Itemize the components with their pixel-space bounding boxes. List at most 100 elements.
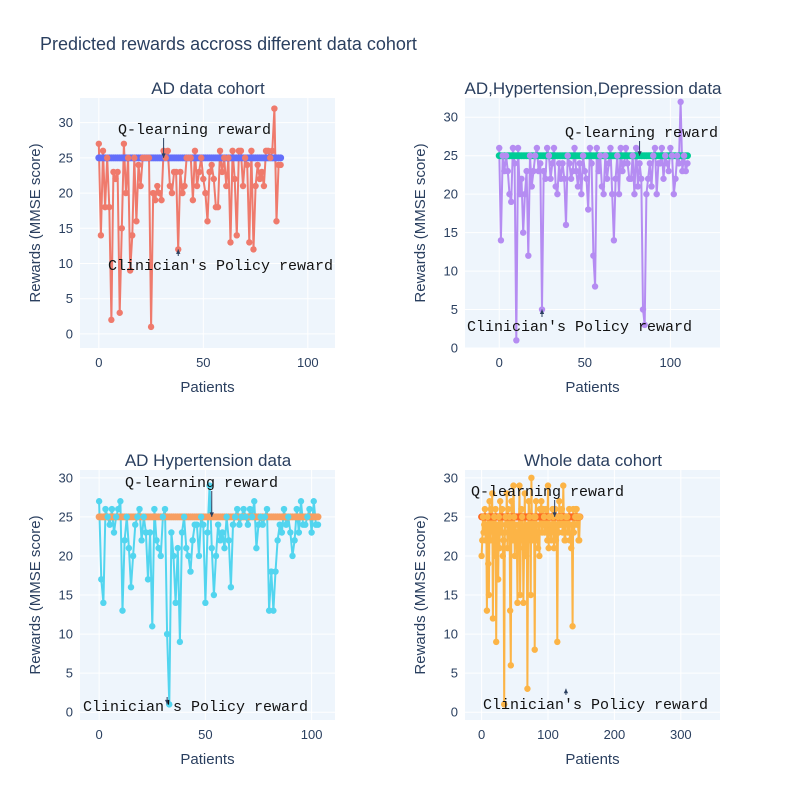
subplot-title: AD data cohort	[151, 79, 265, 98]
clinician-marker	[115, 505, 122, 513]
clinician-marker	[157, 552, 164, 560]
clinician-marker	[644, 175, 652, 182]
clinician-marker	[552, 537, 560, 544]
x-tick-label: 50	[578, 355, 592, 370]
clinician-marker	[521, 490, 528, 497]
clinician-marker	[269, 147, 276, 155]
clinician-marker	[677, 98, 684, 106]
clinician-marker	[108, 505, 116, 513]
subplot-title: AD,Hypertension,Depression data	[464, 79, 722, 98]
clinician-marker	[95, 498, 103, 505]
clinician-marker	[573, 167, 580, 175]
clinician-marker	[151, 505, 158, 513]
x-axis-title: Patients	[180, 379, 234, 396]
clinician-marker	[504, 544, 511, 552]
clinician-marker	[528, 474, 535, 482]
clinician-marker	[489, 615, 497, 622]
clinician-marker	[263, 505, 271, 513]
y-tick-label: 25	[444, 148, 458, 163]
annotation-arrowhead	[161, 153, 166, 158]
clinician-marker	[608, 190, 616, 198]
clinician-marker	[478, 552, 485, 560]
clinician-marker	[210, 175, 217, 183]
clinician-marker	[166, 182, 174, 190]
y-tick-label: 15	[59, 221, 73, 236]
clinician-marker	[534, 529, 541, 536]
clinician-marker	[576, 513, 584, 521]
clinician-marker	[522, 552, 530, 560]
clinician-marker	[560, 521, 568, 528]
clinician-marker	[253, 544, 260, 552]
clinician-marker	[254, 161, 261, 169]
clinician-marker	[684, 160, 691, 167]
clinician-marker	[116, 309, 123, 316]
subplot: 0 100 200 300 0 5 10 15 20 25 30 Whole data cohort P…	[412, 451, 720, 768]
clinician-marker	[615, 190, 623, 198]
clinician-marker	[526, 152, 534, 159]
clinician-marker	[187, 568, 194, 575]
clinician-marker	[197, 513, 205, 521]
clinician-marker	[114, 168, 121, 176]
clinician-marker	[656, 160, 664, 167]
clinician-marker	[479, 513, 487, 521]
clinician-marker	[110, 529, 118, 536]
clinician-marker	[486, 498, 493, 505]
clinician-marker	[176, 638, 184, 646]
clinician-marker	[200, 175, 207, 183]
clinician-marker	[498, 505, 506, 513]
subplot-title: Whole data cohort	[524, 451, 662, 470]
clinician-marker	[112, 513, 120, 521]
clinician-marker	[119, 607, 126, 614]
clinician-marker	[545, 544, 552, 552]
clinician-marker	[500, 537, 507, 544]
clinician-marker	[285, 513, 292, 521]
subplot-title: AD Hypertension data	[125, 451, 292, 470]
clinician-marker	[488, 521, 495, 528]
clinician-marker	[259, 521, 266, 528]
clinician-marker	[538, 498, 545, 505]
clinician-marker	[508, 498, 515, 505]
clinician-marker	[651, 144, 659, 152]
clinician-marker	[164, 147, 171, 155]
clinician-marker	[579, 152, 587, 159]
clinician-marker	[482, 537, 489, 544]
clinician-marker	[227, 583, 235, 591]
clinician-marker	[146, 529, 154, 536]
clinician-marker	[653, 190, 660, 198]
clinician-marker	[241, 154, 249, 162]
clinician-marker	[193, 521, 201, 528]
clinician-marker	[561, 175, 568, 182]
clinician-marker	[274, 537, 281, 544]
clinician-marker	[256, 175, 263, 183]
clinician-marker	[278, 529, 286, 536]
clinician-marker	[481, 505, 489, 513]
clinician-marker	[646, 160, 654, 167]
clinician-marker	[519, 229, 527, 236]
clinician-marker	[541, 529, 548, 536]
y-tick-label: 30	[59, 115, 73, 130]
clinician-marker	[168, 189, 176, 197]
clinician-marker	[261, 513, 269, 521]
y-tick-label: 5	[451, 666, 458, 681]
clinician-marker	[516, 482, 523, 489]
clinician-marker	[154, 182, 161, 190]
clinician-marker	[567, 537, 574, 544]
clinician-marker	[638, 175, 645, 182]
clinician-marker	[543, 144, 551, 152]
annotation-label: Clinician's Policy reward	[83, 699, 308, 716]
clinician-marker	[545, 152, 553, 159]
clinician-marker	[208, 544, 215, 552]
clinician-marker	[518, 505, 525, 513]
clinician-marker	[526, 513, 533, 521]
clinician-marker	[564, 529, 572, 536]
clinician-marker	[140, 513, 147, 521]
clinician-marker	[508, 198, 515, 206]
clinician-marker	[660, 175, 667, 182]
y-tick-label: 0	[66, 326, 73, 341]
clinician-marker	[234, 505, 241, 513]
clinician-marker	[485, 560, 492, 567]
clinician-marker	[225, 154, 232, 162]
clinician-marker	[244, 521, 252, 528]
clinician-marker	[528, 537, 536, 544]
clinician-marker	[273, 218, 280, 225]
